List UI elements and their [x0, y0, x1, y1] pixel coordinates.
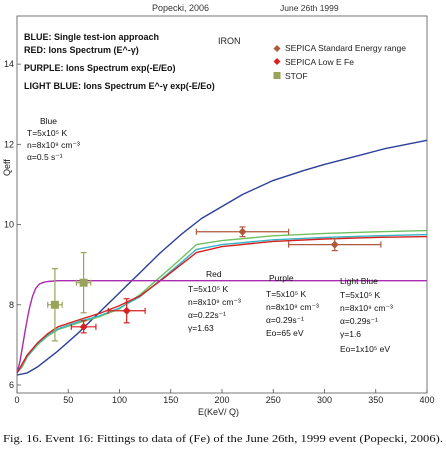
legend-label-sepica-std: SEPICA Standard Energy range	[285, 43, 406, 53]
series-red-line	[16, 235, 428, 374]
y-tick-label-3: 12	[4, 139, 14, 149]
annotation-purple-line-2: n=8x10⁹ cm⁻³	[266, 302, 319, 312]
data-point-1	[288, 237, 382, 252]
header-right: June 26th 1999	[280, 3, 339, 13]
annotation-purple-line-4: Eo=65 eV	[266, 328, 304, 338]
annotation-lightblue-line-0: Light Blue	[340, 276, 378, 286]
annotation-blue-line-0: Blue	[40, 116, 57, 126]
data-point-5	[75, 252, 92, 314]
annotation-purple: Purple T=5x10⁵ K n=8x10⁹ cm⁻³ α=0.29s⁻¹ …	[266, 273, 319, 338]
data-point-0	[195, 226, 290, 238]
x-tick-label-4: 200	[214, 395, 229, 405]
annotation-purple-line-3: α=0.29s⁻¹	[266, 315, 304, 325]
model-legend-purple: PURPLE: Ions Spectrum exp(-E/Eo)	[24, 63, 176, 73]
element-label: IRON	[218, 36, 241, 46]
annotation-lightblue: Light Blue T=5x10⁵ K n=8x10⁹ cm⁻³ α=0.29…	[340, 276, 393, 354]
header-left: Popecki, 2006	[152, 3, 209, 13]
model-legend-lightblue: LIGHT BLUE: Ions Spectrum E^-γ exp(-E/Eo…	[24, 81, 215, 91]
annotation-red-line-3: α=0.22s⁻¹	[188, 310, 226, 320]
x-tick-label-7: 350	[368, 395, 383, 405]
data-point-2	[70, 320, 97, 334]
y-tick-label-1: 8	[9, 300, 14, 310]
x-tick-label-1: 50	[63, 395, 73, 405]
x-tick-label-3: 150	[163, 395, 178, 405]
x-axis-label: E(KeV/ Q)	[198, 407, 239, 417]
annotation-purple-line-1: T=5x10⁵ K	[266, 289, 306, 299]
x-tick-label-6: 300	[317, 395, 332, 405]
series-light-blue-line	[16, 233, 428, 374]
legend-marker-sepica-low	[273, 58, 281, 65]
annotation-red-line-4: γ=1.63	[188, 323, 214, 333]
annotation-lightblue-line-5: Eo=1x10⁵ eV	[340, 344, 390, 354]
marker-square	[79, 278, 88, 287]
annotation-red: Red T=5x10⁵ K n=8x10⁹ cm⁻³ α=0.22s⁻¹ γ=1…	[188, 269, 241, 333]
annotation-lightblue-line-3: α=0.29s⁻¹	[340, 316, 378, 326]
annotation-blue: Blue T=5x10⁵ K n=8x10⁹ cm⁻³ α=0.5 s⁻¹	[27, 116, 80, 162]
x-tick-label-2: 100	[112, 395, 127, 405]
series-purple-line	[16, 280, 427, 374]
data-point-4	[47, 268, 63, 342]
marker-diamond	[238, 227, 247, 236]
marker-square	[50, 300, 59, 309]
y-tick-label-4: 14	[4, 59, 14, 69]
annotation-red-line-0: Red	[206, 269, 222, 279]
marker-diamond	[330, 240, 339, 249]
model-legend-blue: BLUE: Single test-ion approach	[24, 32, 159, 42]
marker-diamond	[79, 322, 88, 331]
annotation-lightblue-line-1: T=5x10⁵ K	[340, 290, 380, 300]
legend-marker-stof	[273, 72, 281, 79]
x-tick-label-5: 250	[266, 395, 281, 405]
data-point-3	[107, 298, 146, 324]
legend-label-stof: STOF	[285, 71, 308, 81]
annotation-blue-line-3: α=0.5 s⁻¹	[27, 152, 63, 162]
annotation-lightblue-line-4: γ=1.6	[340, 329, 361, 339]
annotation-blue-line-1: T=5x10⁵ K	[27, 128, 67, 138]
annotation-blue-line-2: n=8x10⁹ cm⁻³	[27, 140, 80, 150]
y-axis-label: Qeff	[2, 159, 12, 176]
data-legend: SEPICA Standard Energy range SEPICA Low …	[273, 43, 406, 81]
figure-caption: Fig. 16. Event 16: Fittings to data of (…	[3, 433, 443, 445]
model-legend-red: RED: Ions Spectrum (E^-γ)	[24, 45, 139, 55]
y-tick-label-2: 10	[4, 220, 14, 230]
x-tick-label-0: 0	[14, 395, 19, 405]
annotation-red-line-2: n=8x10⁹ cm⁻³	[188, 297, 241, 307]
marker-diamond	[122, 306, 131, 315]
legend-label-sepica-low: SEPICA Low E Fe	[285, 57, 354, 67]
annotation-purple-line-0: Purple	[269, 273, 294, 283]
series-blue-line	[16, 139, 428, 376]
x-tick-label-8: 400	[419, 395, 434, 405]
annotation-lightblue-line-2: n=8x10⁹ cm⁻³	[340, 303, 393, 313]
legend-marker-sepica-std	[273, 45, 281, 52]
y-tick-label-0: 6	[9, 380, 14, 390]
annotation-red-line-1: T=5x10⁵ K	[188, 284, 228, 294]
